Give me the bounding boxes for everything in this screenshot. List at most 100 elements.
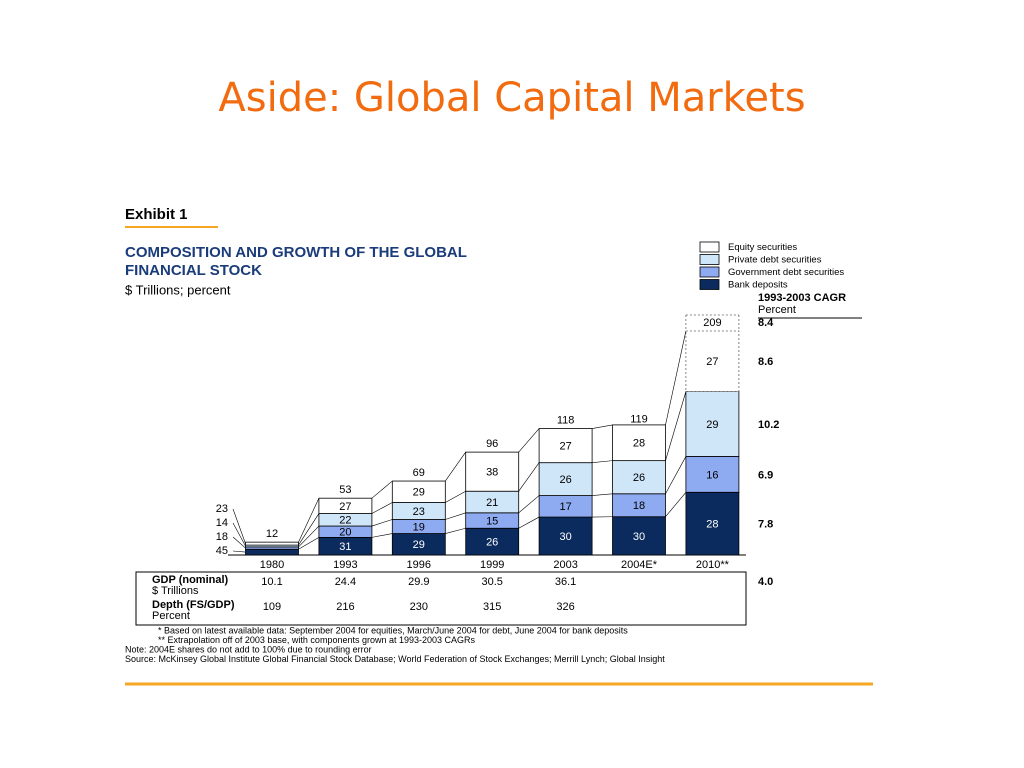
connector (592, 493, 613, 496)
connector (445, 451, 466, 482)
segment-label: 28 (633, 438, 645, 450)
segment-label: 16 (706, 469, 718, 481)
x-tick-label: 2004E* (621, 559, 658, 571)
cagr-value: 8.6 (758, 356, 773, 368)
legend-label: Private debt securities (728, 255, 822, 266)
segment-label: 30 (633, 531, 645, 543)
table-value: 230 (410, 601, 428, 613)
leader-line (232, 536, 246, 549)
cagr-value: 7.8 (758, 519, 773, 531)
segment-label: 26 (559, 474, 571, 486)
table-value: 29.9 (408, 576, 429, 588)
table-value: 30.5 (481, 576, 502, 588)
connector (518, 516, 540, 529)
segment-label: 27 (559, 441, 571, 453)
legend-label: Equity securities (728, 242, 797, 253)
segment-label: 29 (413, 539, 425, 551)
table-value: 24.4 (335, 576, 356, 588)
segment-label: 19 (413, 521, 425, 533)
connector (298, 498, 320, 543)
segment-label: 29 (706, 419, 718, 431)
bar-segment (538, 516, 593, 556)
segment-label: 14 (216, 517, 228, 529)
segment-label: 17 (559, 501, 571, 513)
connector (665, 330, 687, 425)
legend-swatch (699, 266, 720, 278)
x-tick-label: 1993 (333, 559, 357, 571)
table-value: 315 (483, 601, 501, 613)
connector (518, 428, 540, 453)
cagr-subtitle: Percent (758, 304, 796, 316)
footnote: * Based on latest available data: Septem… (158, 625, 628, 635)
segment-label: 22 (339, 515, 351, 527)
connector (665, 492, 687, 517)
slide-title: Aside: Global Capital Markets (218, 75, 805, 121)
leader-line (232, 508, 246, 544)
total-label: 69 (413, 467, 425, 479)
total-label: 53 (339, 484, 351, 496)
cagr-title: 1993-2003 CAGR (758, 292, 846, 304)
table-value: 326 (556, 601, 574, 613)
bar-segment (391, 480, 446, 503)
segment-label: 26 (486, 537, 498, 549)
row-unit: $ Trillions (152, 585, 199, 597)
connector (665, 391, 687, 461)
connector (518, 495, 540, 514)
segment-label: 27 (339, 501, 351, 513)
segment-label: 23 (413, 506, 425, 518)
connector (445, 527, 466, 534)
connector (371, 533, 393, 538)
chart-subtitle: $ Trillions; percent (125, 282, 231, 297)
bar-segment (685, 330, 740, 392)
leader-line (232, 550, 246, 553)
table-value: 109 (263, 601, 281, 613)
connector (592, 424, 613, 429)
legend-label: Government debt securities (728, 267, 844, 278)
segment-label: 30 (559, 531, 571, 543)
x-tick-label: 2010** (696, 559, 730, 571)
total-label: 12 (266, 528, 278, 540)
legend-swatch (699, 241, 720, 253)
row-cagr: 4.0 (758, 576, 773, 588)
segment-label: 27 (706, 356, 718, 368)
connector (371, 502, 393, 514)
segment-label: 21 (486, 497, 498, 509)
bar-segment (465, 451, 520, 492)
bar-segment (245, 548, 299, 556)
segment-label: 20 (339, 527, 351, 539)
total-cagr: 8.4 (758, 317, 774, 329)
footnote: Note: 2004E shares do not add to 100% du… (125, 644, 372, 654)
bar-segment (318, 497, 373, 514)
bar-segment (685, 491, 740, 556)
connector (445, 490, 466, 503)
bar-segment (612, 460, 666, 495)
bar-segment (538, 428, 593, 464)
legend-swatch (699, 279, 720, 290)
total-label: 96 (486, 438, 498, 450)
connector (592, 460, 613, 463)
segment-label: 45 (216, 545, 228, 557)
connector (665, 456, 687, 494)
exhibit-label: Exhibit 1 (125, 206, 188, 223)
connector (445, 512, 466, 520)
total-label: 119 (630, 413, 648, 425)
total-label: 118 (557, 414, 575, 426)
bar-segment (612, 516, 666, 556)
connector (298, 525, 320, 548)
segment-label: 18 (633, 500, 645, 512)
segment-label: 38 (486, 467, 498, 479)
total-label: 209 (703, 317, 721, 329)
x-tick-label: 1996 (407, 559, 431, 571)
connector (518, 462, 540, 492)
segment-label: 26 (633, 472, 645, 484)
cagr-value: 10.2 (758, 419, 779, 431)
connector (371, 519, 393, 527)
segment-label: 23 (216, 503, 228, 515)
leader-line (232, 522, 246, 547)
segment-label: 29 (413, 487, 425, 499)
legend-swatch (699, 254, 720, 265)
legend-label: Bank deposits (728, 280, 788, 291)
segment-label: 28 (706, 519, 718, 531)
segment-label: 31 (339, 541, 351, 553)
